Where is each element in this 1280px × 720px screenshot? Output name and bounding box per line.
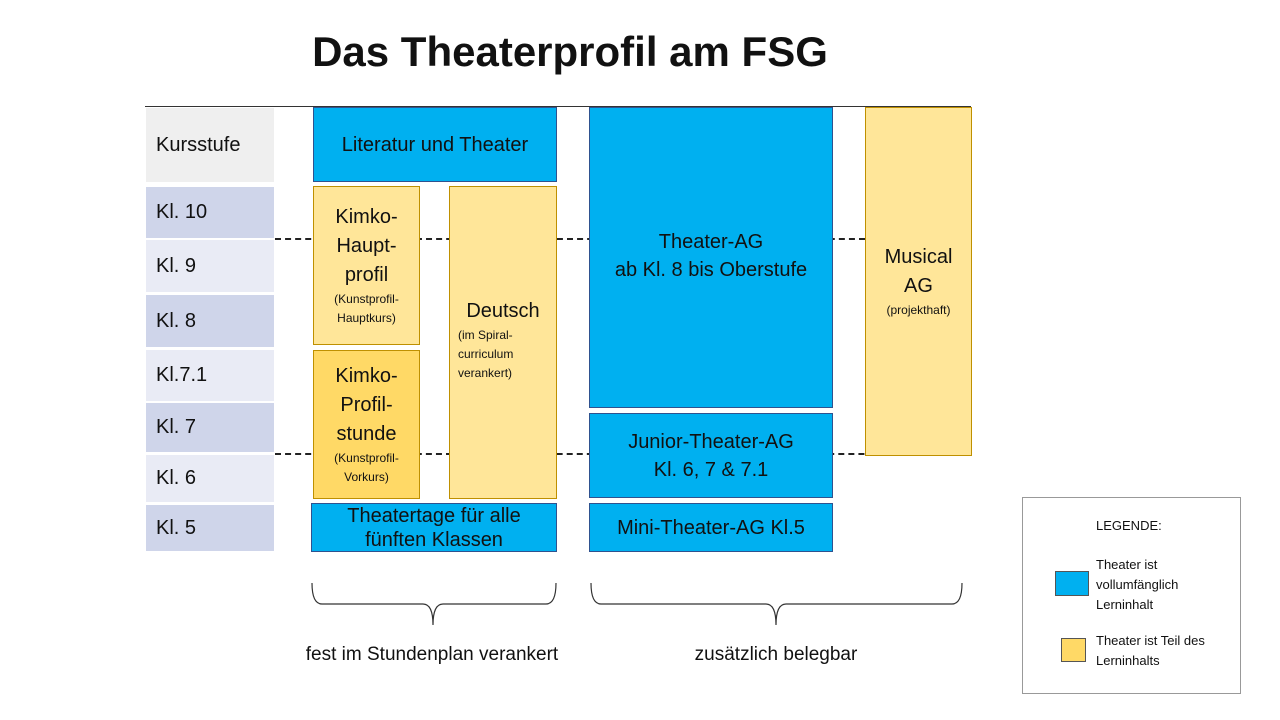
- note: Hauptkurs): [337, 311, 396, 325]
- label: profil: [344, 264, 389, 286]
- legend-text: vollumfänglich: [1096, 577, 1179, 592]
- label: stunde: [336, 423, 397, 445]
- label: Deutsch: [466, 300, 540, 322]
- label: Theater-AG: [658, 231, 764, 253]
- note: Vorkurs): [344, 470, 389, 484]
- box-junior-theater-ag: Junior-Theater-AG Kl. 6, 7 & 7.1: [589, 413, 833, 498]
- row-kl10: Kl. 10: [146, 187, 274, 238]
- label: fünften Klassen: [365, 528, 503, 551]
- legend: LEGENDE: Theater ist vollumfänglich Lern…: [1022, 497, 1241, 694]
- legend-blue-text: Theater ist vollumfänglich Lerninhalt: [1096, 555, 1178, 615]
- note: (im Spiral-: [458, 328, 513, 342]
- label: Musical: [884, 246, 953, 268]
- box-literatur-und-theater: Literatur und Theater: [313, 107, 557, 182]
- label: Kimko-: [335, 206, 398, 228]
- label: Kl. 6, 7 & 7.1: [653, 458, 769, 481]
- page-title: Das Theaterprofil am FSG: [312, 28, 828, 75]
- legend-swatch-blue: [1055, 571, 1089, 596]
- box-mini-theater-ag: Mini-Theater-AG Kl.5: [589, 503, 833, 552]
- box-theater-ag: Theater-AG ab Kl. 8 bis Oberstufe: [589, 107, 833, 408]
- box-deutsch: Deutsch (im Spiral- curriculum verankert…: [449, 186, 557, 499]
- label: Mini-Theater-AG Kl.5: [617, 516, 805, 539]
- row-kl8: Kl. 8: [146, 295, 274, 347]
- top-line: [145, 106, 971, 107]
- legend-text: Theater ist Teil des: [1096, 633, 1205, 648]
- label: Literatur und Theater: [341, 133, 529, 156]
- row-kl71: Kl.7.1: [146, 350, 274, 401]
- legend-swatch-yellow: [1061, 638, 1086, 662]
- note: (Kunstprofil-: [334, 292, 399, 306]
- legend-text: Theater ist: [1096, 557, 1158, 572]
- label: AG: [904, 275, 933, 297]
- box-kimko-profilstunde: Kimko- Profil- stunde (Kunstprofil- Vork…: [313, 350, 420, 499]
- box-kimko-hauptprofil: Kimko- Haupt- profil (Kunstprofil- Haupt…: [313, 186, 420, 345]
- row-kl6: Kl. 6: [146, 455, 274, 502]
- legend-text: Lerninhalt: [1096, 597, 1154, 612]
- row-kl9: Kl. 9: [146, 240, 274, 292]
- legend-yellow-text: Theater ist Teil des Lerninhalts: [1096, 631, 1205, 671]
- label: Profil-: [340, 394, 393, 416]
- label: Junior-Theater-AG: [628, 430, 794, 453]
- brace-right-label: zusätzlich belegbar: [694, 644, 858, 665]
- brace-right: [590, 582, 963, 626]
- row-kl5: Kl. 5: [146, 505, 274, 551]
- row-kursstufe: Kursstufe: [146, 108, 274, 182]
- brace-left-label: fest im Stundenplan verankert: [305, 644, 559, 665]
- note: verankert): [458, 366, 513, 380]
- note: (Kunstprofil-: [334, 451, 399, 465]
- note: curriculum: [458, 347, 514, 361]
- brace-left: [311, 582, 557, 626]
- dashed-line-kl9: [275, 238, 865, 240]
- box-theatertage: Theatertage für alle fünften Klassen: [311, 503, 557, 552]
- box-musical-ag: Musical AG (projekthaft): [865, 107, 972, 456]
- label: Haupt-: [336, 235, 397, 257]
- note: (projekthaft): [886, 303, 951, 317]
- label: Kimko-: [335, 365, 398, 387]
- legend-title: LEGENDE:: [1096, 518, 1162, 533]
- legend-text: Lerninhalts: [1096, 653, 1160, 668]
- row-kl7: Kl. 7: [146, 403, 274, 452]
- label: Theatertage für alle: [347, 504, 521, 527]
- label: ab Kl. 8 bis Oberstufe: [614, 259, 808, 281]
